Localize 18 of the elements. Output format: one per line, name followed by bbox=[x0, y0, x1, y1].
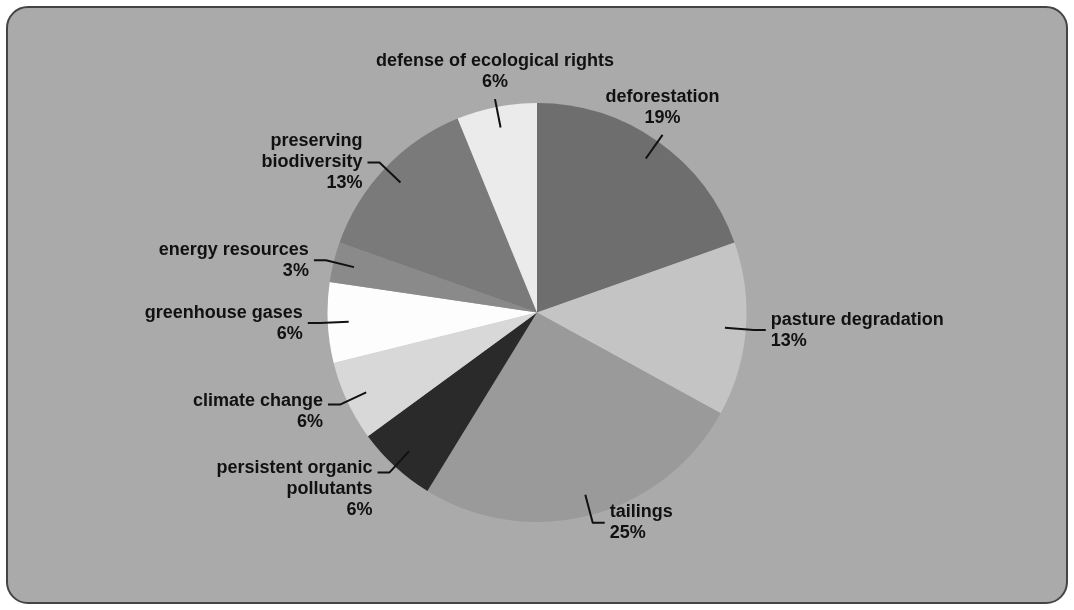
data-label: 13% bbox=[326, 172, 363, 193]
slice-label: tailings bbox=[609, 501, 673, 522]
data-label: 6% bbox=[481, 71, 509, 92]
slice-label: deforestation bbox=[605, 85, 720, 106]
data-label: 6% bbox=[296, 410, 323, 431]
data-label: 13% bbox=[770, 329, 807, 350]
data-label: 19% bbox=[644, 106, 681, 127]
data-label: 6% bbox=[276, 322, 303, 343]
slice-label: defense of ecological rights bbox=[375, 50, 615, 71]
data-label: 6% bbox=[346, 499, 373, 520]
slice-label: persistent organic pollutants bbox=[216, 457, 373, 499]
slice-label: preserving biodiversity bbox=[261, 130, 363, 172]
slice-label: energy resources bbox=[158, 238, 309, 259]
slice-label: climate change bbox=[192, 389, 323, 410]
slice-label: pasture degradation bbox=[770, 308, 944, 329]
data-label: 3% bbox=[282, 259, 309, 280]
slice-label: greenhouse gases bbox=[144, 301, 303, 322]
data-label: 25% bbox=[609, 522, 646, 543]
